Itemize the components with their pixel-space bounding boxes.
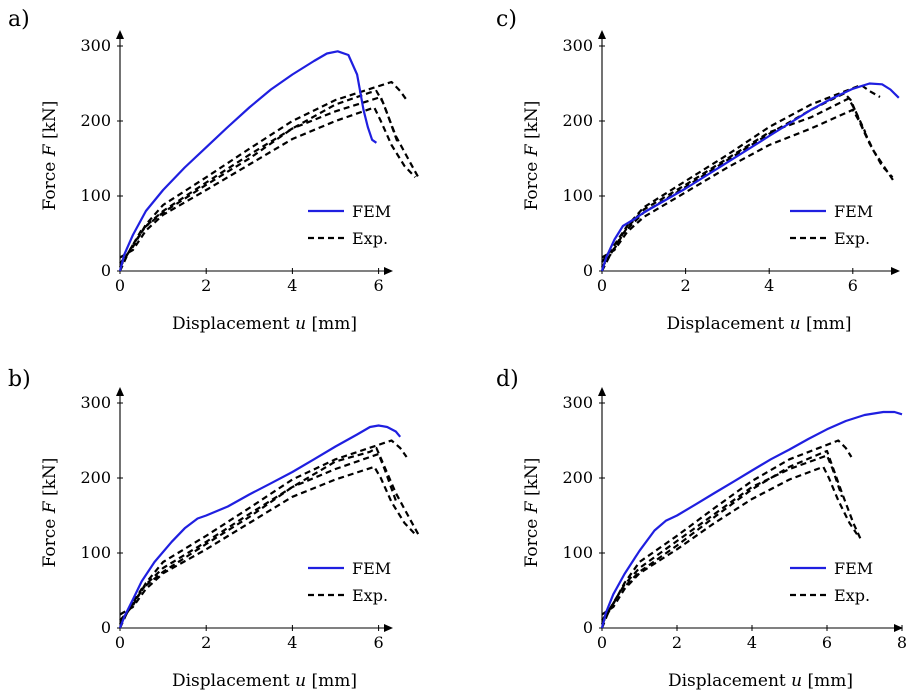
- legend-fem-label: FEM: [352, 202, 391, 221]
- series-exp-line: [119, 446, 421, 629]
- y-axis-arrow: [598, 387, 606, 396]
- y-tick-label: 200: [562, 111, 593, 130]
- y-axis-arrow: [116, 30, 124, 39]
- x-tick-label: 6: [848, 276, 858, 295]
- x-axis-title: Displacement u [mm]: [666, 314, 851, 334]
- series-fem-line: [118, 424, 402, 629]
- x-tick-label: 4: [287, 276, 297, 295]
- series-exp-line: [601, 83, 881, 263]
- y-axis-title: Force F [kN]: [522, 458, 542, 568]
- series-exp-line: [601, 454, 844, 625]
- panel-label: d): [496, 367, 519, 392]
- panel-label: b): [8, 367, 31, 392]
- y-tick-label: 200: [562, 468, 593, 487]
- x-axis-arrow: [894, 624, 903, 632]
- x-tick-label: 4: [764, 276, 774, 295]
- panel-label: a): [8, 7, 30, 32]
- legend-fem-label: FEM: [352, 559, 391, 578]
- series-fem-line: [600, 82, 900, 272]
- y-axis-title: Force F [kN]: [40, 458, 60, 568]
- x-axis-title: Displacement u [mm]: [172, 671, 357, 691]
- y-tick-label: 100: [562, 186, 593, 205]
- x-axis-arrow: [891, 267, 900, 275]
- series-fem-line: [118, 50, 378, 272]
- panel-label: c): [496, 7, 517, 32]
- x-tick-label: 2: [672, 633, 682, 652]
- series-exp-line: [119, 465, 416, 616]
- y-tick-label: 0: [101, 618, 111, 637]
- series-exp-line: [601, 97, 867, 268]
- x-axis-title: Displacement u [mm]: [668, 671, 853, 691]
- x-tick-label: 6: [374, 633, 384, 652]
- legend-exp-label: Exp.: [352, 586, 388, 605]
- y-axis-title: Force F [kN]: [522, 101, 542, 211]
- x-axis-arrow: [384, 267, 393, 275]
- x-tick-label: 4: [747, 633, 757, 652]
- y-tick-label: 100: [562, 543, 593, 562]
- series-exp-line: [600, 449, 862, 629]
- series-exp-line: [601, 465, 858, 616]
- panel-a: a) 0 2 4 6 0 100 200 300 Displacement u [mm] Force…: [8, 7, 421, 334]
- y-tick-label: 100: [80, 186, 111, 205]
- x-tick-label: 2: [201, 276, 211, 295]
- series-exp-line: [119, 80, 408, 265]
- y-axis-title: Force F [kN]: [40, 101, 60, 211]
- y-tick-label: 0: [101, 261, 111, 280]
- x-tick-label: 4: [287, 633, 297, 652]
- y-tick-label: 300: [80, 36, 111, 55]
- series-exp-line: [601, 108, 894, 259]
- x-axis-title: Displacement u [mm]: [172, 314, 357, 334]
- panel-b: b) 0 2 4 6 0 100 200 300 Displacement u [mm] Force…: [8, 367, 421, 691]
- x-tick-label: 0: [115, 633, 125, 652]
- x-tick-label: 0: [597, 276, 607, 295]
- series-exp-line: [601, 439, 853, 622]
- x-tick-label: 6: [822, 633, 832, 652]
- x-axis-arrow: [384, 624, 393, 632]
- series-exp-line: [119, 106, 416, 259]
- y-tick-label: 300: [80, 393, 111, 412]
- x-tick-label: 2: [681, 276, 691, 295]
- y-tick-label: 200: [80, 468, 111, 487]
- y-tick-label: 0: [583, 618, 593, 637]
- y-tick-label: 300: [562, 393, 593, 412]
- legend-exp-label: Exp.: [834, 229, 870, 248]
- x-tick-label: 6: [374, 276, 384, 295]
- series-exp-line: [119, 439, 408, 622]
- y-axis-arrow: [598, 30, 606, 39]
- legend-exp-label: Exp.: [834, 586, 870, 605]
- y-tick-label: 100: [80, 543, 111, 562]
- y-tick-label: 200: [80, 111, 111, 130]
- series-exp-line: [119, 95, 400, 268]
- series-exp-line: [119, 452, 397, 625]
- series-fem-line: [600, 410, 903, 629]
- legend-fem-label: FEM: [834, 202, 873, 221]
- x-tick-label: 0: [115, 276, 125, 295]
- y-tick-label: 300: [562, 36, 593, 55]
- y-axis-arrow: [116, 387, 124, 396]
- x-tick-label: 2: [201, 633, 211, 652]
- panel-c: c) 0 2 4 6 0 100 200 300 Displacement u [mm] Force…: [496, 7, 900, 334]
- panel-d: d) 0 2 4 6 8 0 100 200 300 Displacement u [mm] Forc…: [496, 367, 907, 691]
- x-tick-label: 8: [897, 633, 907, 652]
- x-tick-label: 0: [597, 633, 607, 652]
- legend-exp-label: Exp.: [352, 229, 388, 248]
- legend-fem-label: FEM: [834, 559, 873, 578]
- y-tick-label: 0: [583, 261, 593, 280]
